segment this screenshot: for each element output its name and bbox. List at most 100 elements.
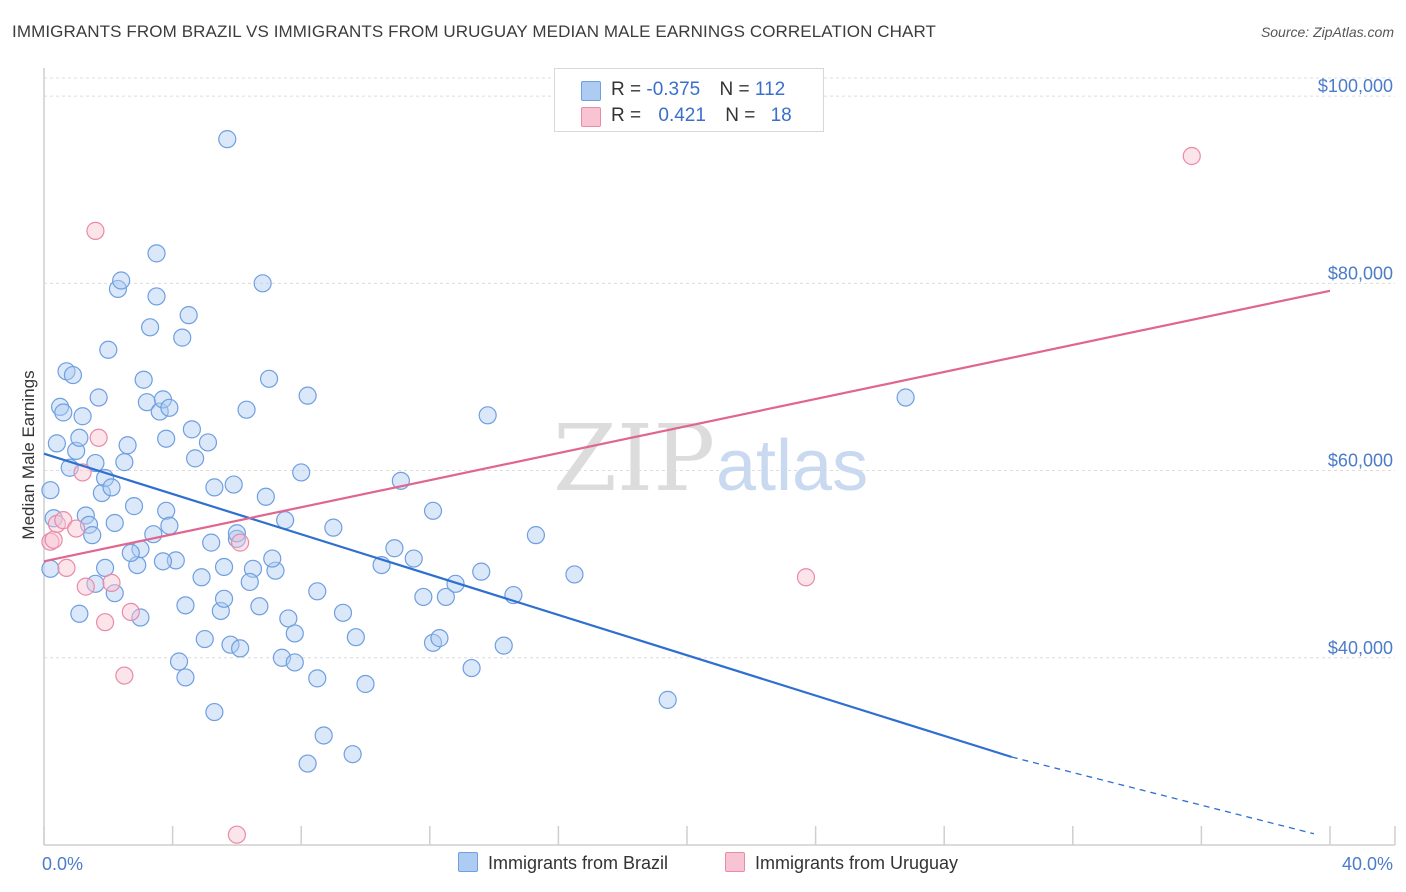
point-brazil <box>92 483 111 503</box>
trend-line-brazil-extension <box>1011 756 1315 835</box>
point-brazil <box>115 453 134 472</box>
point-brazil <box>192 568 211 587</box>
point-brazil <box>157 429 176 448</box>
point-brazil <box>205 478 224 497</box>
point-brazil <box>292 463 311 482</box>
point-uruguay <box>41 532 60 551</box>
point-brazil <box>250 597 269 616</box>
point-uruguay <box>796 568 816 587</box>
point-brazil <box>896 388 915 407</box>
point-brazil <box>436 587 455 607</box>
legend-n-label: N = <box>719 79 755 100</box>
point-brazil <box>131 608 150 627</box>
point-brazil <box>333 603 353 622</box>
point-uruguay <box>95 613 115 632</box>
point-brazil <box>83 526 102 545</box>
point-brazil <box>276 511 295 530</box>
point-brazil <box>169 652 189 671</box>
y-tick-label: $40,000 <box>1328 638 1393 658</box>
bottom-legend-brazil[interactable]: Immigrants from Brazil <box>458 852 668 874</box>
point-brazil <box>462 658 481 678</box>
point-uruguay <box>44 530 63 549</box>
point-brazil <box>430 629 449 648</box>
point-uruguay <box>102 573 121 592</box>
point-brazil <box>385 539 404 558</box>
point-brazil <box>224 475 243 494</box>
point-brazil <box>472 562 491 581</box>
watermark-zip: ZIP <box>553 405 715 512</box>
point-brazil <box>343 745 362 764</box>
point-brazil <box>308 669 327 688</box>
point-brazil <box>298 754 317 773</box>
trend-lines <box>43 289 1331 835</box>
point-brazil <box>99 340 118 359</box>
point-brazil <box>195 629 214 649</box>
legend-r-value: -0.375 <box>646 79 701 100</box>
point-brazil <box>121 543 140 563</box>
point-brazil <box>285 624 304 643</box>
y-tick-label: $100,000 <box>1318 76 1393 96</box>
point-brazil <box>494 636 513 655</box>
point-brazil <box>237 400 256 419</box>
point-brazil <box>63 365 83 385</box>
point-uruguay <box>115 666 134 685</box>
point-brazil <box>118 436 137 455</box>
point-brazil <box>166 551 185 570</box>
point-uruguay <box>54 511 73 530</box>
bottom-legend-swatch-brazil <box>458 852 478 872</box>
stats-legend: R = -0.375 N = 112 R = 0.421 N = 18 <box>554 68 824 132</box>
point-brazil <box>70 604 89 623</box>
x-tick-label: 0.0% <box>42 854 83 874</box>
point-brazil <box>70 428 89 447</box>
point-brazil <box>285 653 304 672</box>
point-uruguay <box>89 428 108 447</box>
point-brazil <box>86 453 105 473</box>
point-uruguay <box>1182 146 1201 166</box>
point-brazil <box>176 596 195 615</box>
point-uruguay <box>86 221 105 240</box>
bottom-legend-swatch-uruguay <box>725 852 745 872</box>
y-tick-label: $60,000 <box>1328 451 1393 471</box>
point-brazil <box>214 589 234 608</box>
point-brazil <box>105 584 124 603</box>
legend-swatch-uruguay <box>581 107 601 127</box>
point-brazil <box>140 318 160 337</box>
point-brazil <box>263 549 282 568</box>
point-brazil <box>176 668 195 687</box>
point-brazil <box>157 501 176 520</box>
point-uruguay <box>231 533 250 552</box>
point-brazil <box>153 552 173 571</box>
legend-r-label: R = <box>611 79 647 100</box>
point-uruguay <box>57 558 76 578</box>
point-brazil <box>54 403 73 422</box>
legend-swatch-brazil <box>581 81 601 101</box>
point-brazil <box>221 635 240 654</box>
point-uruguay <box>67 519 86 538</box>
point-brazil <box>404 549 423 568</box>
point-brazil <box>179 306 198 325</box>
legend-r-label: R = <box>611 105 647 126</box>
point-brazil <box>279 609 298 628</box>
point-brazil <box>160 516 179 535</box>
point-brazil <box>147 244 166 263</box>
point-brazil <box>95 558 115 578</box>
point-brazil <box>526 526 545 545</box>
point-brazil <box>73 407 92 426</box>
y-tick-label: $80,000 <box>1328 263 1393 283</box>
tick-labels: $40,000 $60,000 $80,000 $100,000 0.0% 40.0% <box>42 76 1393 874</box>
watermark-atlas: atlas <box>716 426 868 506</box>
trend-line-brazil <box>43 452 1013 759</box>
bottom-legend-uruguay[interactable]: Immigrants from Uruguay <box>725 852 958 874</box>
point-brazil <box>102 478 121 497</box>
point-uruguay <box>76 577 95 596</box>
data-points <box>41 130 1201 844</box>
bottom-legend-label-uruguay: Immigrants from Uruguay <box>755 853 959 873</box>
point-brazil <box>414 587 433 607</box>
point-brazil <box>253 274 272 293</box>
legend-r-value: 0.421 <box>658 105 706 126</box>
point-brazil <box>173 328 192 347</box>
point-brazil <box>41 481 60 500</box>
point-brazil <box>658 690 677 709</box>
bottom-legend-label-brazil: Immigrants from Brazil <box>488 853 669 873</box>
